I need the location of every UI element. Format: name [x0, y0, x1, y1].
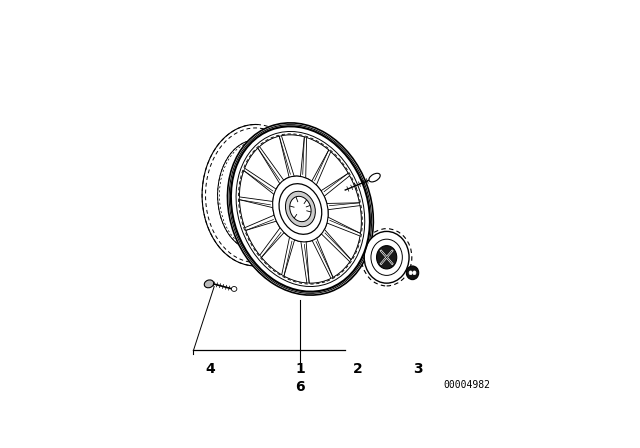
Ellipse shape [413, 271, 416, 275]
Ellipse shape [231, 287, 237, 291]
Text: 00004982: 00004982 [443, 380, 490, 390]
Ellipse shape [406, 266, 419, 280]
Ellipse shape [273, 176, 328, 242]
Ellipse shape [229, 125, 372, 293]
Polygon shape [328, 206, 362, 233]
Ellipse shape [409, 271, 412, 275]
Ellipse shape [285, 191, 316, 227]
Polygon shape [239, 171, 274, 202]
Polygon shape [260, 136, 289, 180]
Ellipse shape [362, 228, 412, 286]
Polygon shape [324, 223, 360, 260]
Ellipse shape [364, 232, 409, 283]
Ellipse shape [231, 126, 370, 292]
Text: 2: 2 [353, 362, 362, 376]
Polygon shape [316, 152, 348, 191]
Text: 5: 5 [396, 261, 405, 275]
Polygon shape [244, 148, 280, 189]
Ellipse shape [204, 280, 214, 288]
Ellipse shape [279, 184, 322, 234]
Polygon shape [317, 234, 350, 277]
Text: 3: 3 [413, 362, 422, 376]
Polygon shape [306, 241, 331, 283]
Ellipse shape [236, 131, 365, 287]
Polygon shape [246, 221, 280, 255]
Ellipse shape [376, 246, 397, 269]
Polygon shape [239, 200, 274, 228]
Polygon shape [262, 233, 289, 275]
Ellipse shape [227, 123, 373, 295]
Ellipse shape [239, 134, 362, 284]
Ellipse shape [369, 173, 380, 182]
Polygon shape [324, 176, 360, 203]
Ellipse shape [290, 196, 311, 222]
Ellipse shape [371, 239, 403, 276]
Polygon shape [282, 135, 305, 177]
Text: 1: 1 [296, 362, 305, 376]
Polygon shape [284, 240, 307, 283]
Text: 4: 4 [206, 362, 216, 376]
Polygon shape [306, 138, 329, 181]
Ellipse shape [239, 135, 362, 283]
Text: 6: 6 [296, 379, 305, 394]
